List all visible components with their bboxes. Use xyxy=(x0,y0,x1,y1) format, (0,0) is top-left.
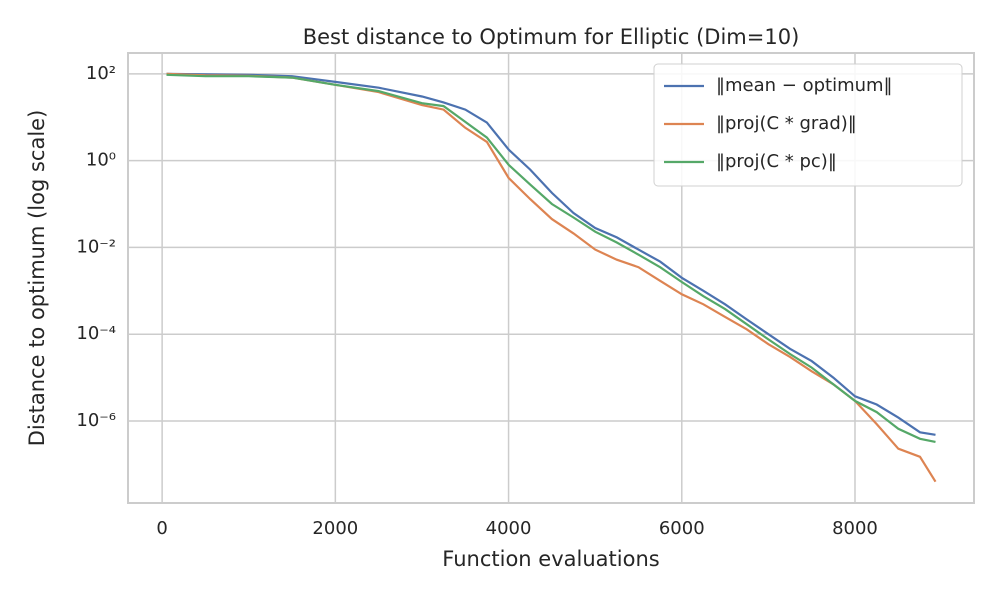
series-line xyxy=(166,73,936,443)
y-tick-label: 10⁻² xyxy=(76,236,116,257)
y-axis-label: Distance to optimum (log scale) xyxy=(25,110,49,447)
series-line xyxy=(166,72,936,436)
legend-box xyxy=(653,63,963,187)
x-tick-label: 2000 xyxy=(312,518,358,539)
y-tick-label: 10⁰ xyxy=(86,150,116,171)
plot-frame xyxy=(127,52,975,504)
x-axis-label: Function evaluations xyxy=(442,547,659,571)
chart-title: Best distance to Optimum for Elliptic (D… xyxy=(303,25,800,49)
legend-label: ‖proj(C * pc)‖ xyxy=(716,151,837,172)
y-tick-label: 10⁻⁴ xyxy=(76,323,116,344)
x-tick-label: 6000 xyxy=(659,518,705,539)
legend-label: ‖proj(C * grad)‖ xyxy=(716,113,857,134)
legend-label: ‖mean − optimum‖ xyxy=(716,75,893,96)
x-tick-label: 4000 xyxy=(486,518,532,539)
legend: ‖mean − optimum‖ ‖proj(C * grad)‖ ‖proj(C … xyxy=(653,63,963,187)
x-tick-label: 8000 xyxy=(832,518,878,539)
x-tick-label: 0 xyxy=(156,518,167,539)
y-tick-label: 10² xyxy=(86,63,116,84)
y-tick-label: 10⁻⁶ xyxy=(76,410,116,431)
